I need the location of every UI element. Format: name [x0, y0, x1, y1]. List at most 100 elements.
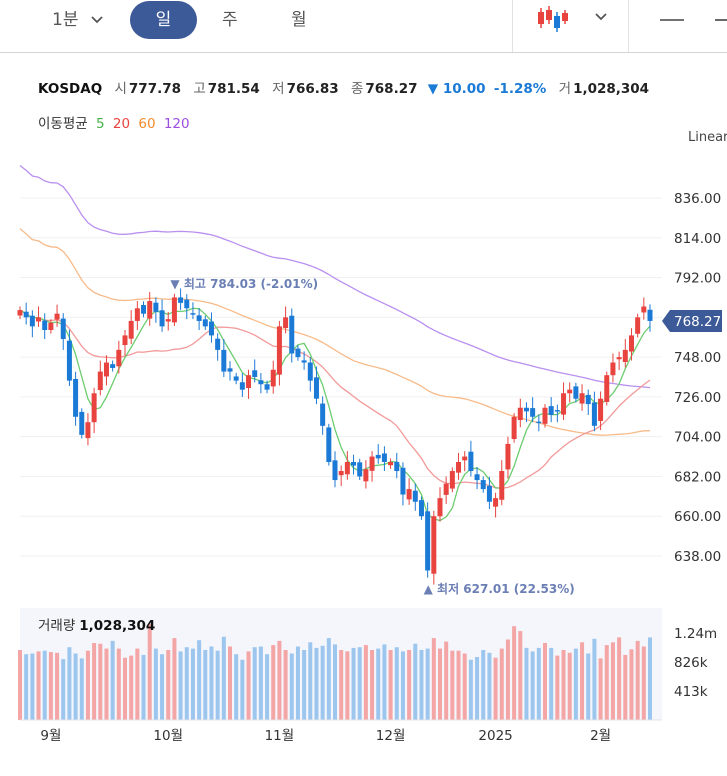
- candle-body: [73, 378, 79, 417]
- candle-body: [462, 456, 468, 461]
- line-tool-button[interactable]: [715, 0, 727, 40]
- candle-body: [530, 408, 536, 417]
- current-price-tag-shape: [662, 309, 722, 332]
- volume-bar: [462, 653, 467, 720]
- candle-body: [91, 393, 97, 423]
- volume-bar: [320, 645, 325, 720]
- candle-body: [431, 516, 437, 574]
- volume-bar: [30, 653, 35, 720]
- candle-body: [641, 306, 647, 313]
- high-label: 고: [193, 81, 206, 97]
- price-tick-label: 836.00: [674, 191, 721, 207]
- tab-week[interactable]: 주: [222, 10, 238, 30]
- volume-bar: [18, 650, 22, 720]
- candle-body: [141, 305, 147, 314]
- volume-bar: [635, 640, 640, 720]
- candle-body: [313, 377, 319, 399]
- price-tick-label: 748.00: [674, 350, 721, 366]
- candle-body: [153, 302, 159, 312]
- volume-bar: [388, 650, 393, 720]
- candle-body: [394, 461, 400, 472]
- low-value: 766.83: [286, 81, 339, 97]
- time-tick-label: 10월: [153, 728, 183, 744]
- candle-body: [338, 471, 344, 476]
- volume-value: 1,028,304: [573, 81, 650, 97]
- ma-120-label: 120: [163, 116, 190, 132]
- volume-bar: [289, 653, 294, 720]
- candle-body: [264, 384, 270, 390]
- candle-body: [523, 407, 529, 412]
- tab-day[interactable]: 일: [130, 1, 197, 39]
- tab-month[interactable]: 월: [291, 10, 307, 30]
- line-tool-button[interactable]: [660, 0, 686, 40]
- candle-body: [233, 376, 239, 381]
- chevron-down-icon: [595, 13, 607, 21]
- volume-bars: [18, 624, 652, 720]
- volume-bar: [221, 636, 226, 720]
- candle-body: [215, 338, 221, 350]
- candle-body: [635, 317, 641, 334]
- candle-body: [221, 349, 227, 372]
- volume-bar: [456, 650, 461, 720]
- candle-body: [443, 483, 449, 495]
- volume-bar: [61, 659, 66, 720]
- candle-body: [548, 406, 554, 415]
- candle-body: [320, 403, 326, 426]
- volume-bar: [42, 650, 47, 720]
- volume-bar: [129, 655, 134, 720]
- candle-body: [425, 511, 431, 571]
- price-tick-label: 704.00: [674, 430, 721, 446]
- open-value: 777.78: [128, 81, 182, 97]
- volume-bar: [586, 653, 591, 720]
- candle-body: [610, 362, 616, 376]
- candle-body: [208, 321, 214, 336]
- candle-body: [511, 416, 517, 440]
- volume-bar: [413, 643, 418, 720]
- volume-bar: [92, 643, 97, 720]
- candle-body: [344, 461, 350, 475]
- ma-120-line: [19, 164, 651, 389]
- candle-body: [295, 348, 301, 358]
- change-percent: -1.28%: [493, 81, 547, 97]
- candle-body: [326, 427, 332, 462]
- ma-20-line: [19, 309, 651, 489]
- interval-1min-selector[interactable]: 1분: [52, 0, 103, 40]
- volume-bar: [549, 647, 554, 720]
- volume-bar: [530, 651, 535, 720]
- change-value: ▼ 10.00: [427, 81, 486, 97]
- ma-60-line: [19, 228, 651, 436]
- chart-type-selector[interactable]: [534, 0, 614, 40]
- volume-bar: [283, 650, 288, 720]
- candle-body: [301, 360, 307, 363]
- volume-bar: [512, 626, 517, 720]
- volume-bar: [172, 638, 177, 720]
- candle-body: [227, 368, 233, 372]
- scale-mode-label[interactable]: Linear: [688, 130, 727, 145]
- candle-body: [474, 474, 480, 481]
- candle-body: [116, 349, 122, 367]
- chart-toolbar: 1분 일 주 월: [0, 0, 727, 53]
- moving-average-legend[interactable]: 이동평균 5 20 60 120: [38, 112, 190, 132]
- volume-bar: [85, 650, 90, 720]
- volume-bar: [246, 651, 251, 720]
- volume-bar: [308, 642, 313, 720]
- ma-60-label: 60: [138, 116, 156, 132]
- candlestick-icon: [538, 6, 568, 32]
- time-tick-label: 9월: [40, 728, 61, 744]
- volume-bar: [394, 647, 399, 720]
- candle-body: [159, 310, 165, 327]
- candle-body: [42, 320, 48, 330]
- volume-bar: [141, 654, 146, 720]
- candle-body: [400, 467, 406, 495]
- volume-bar: [234, 654, 239, 720]
- volume-bar: [580, 642, 585, 720]
- volume-tick-label: 413k: [674, 684, 708, 700]
- price-tick-label: 638.00: [674, 549, 721, 565]
- candle-body: [239, 382, 245, 390]
- candle-body: [54, 313, 60, 320]
- candle-body: [406, 489, 412, 500]
- volume-bar: [197, 640, 202, 720]
- time-tick-label: 2월: [590, 728, 611, 744]
- volume-bar: [351, 647, 356, 720]
